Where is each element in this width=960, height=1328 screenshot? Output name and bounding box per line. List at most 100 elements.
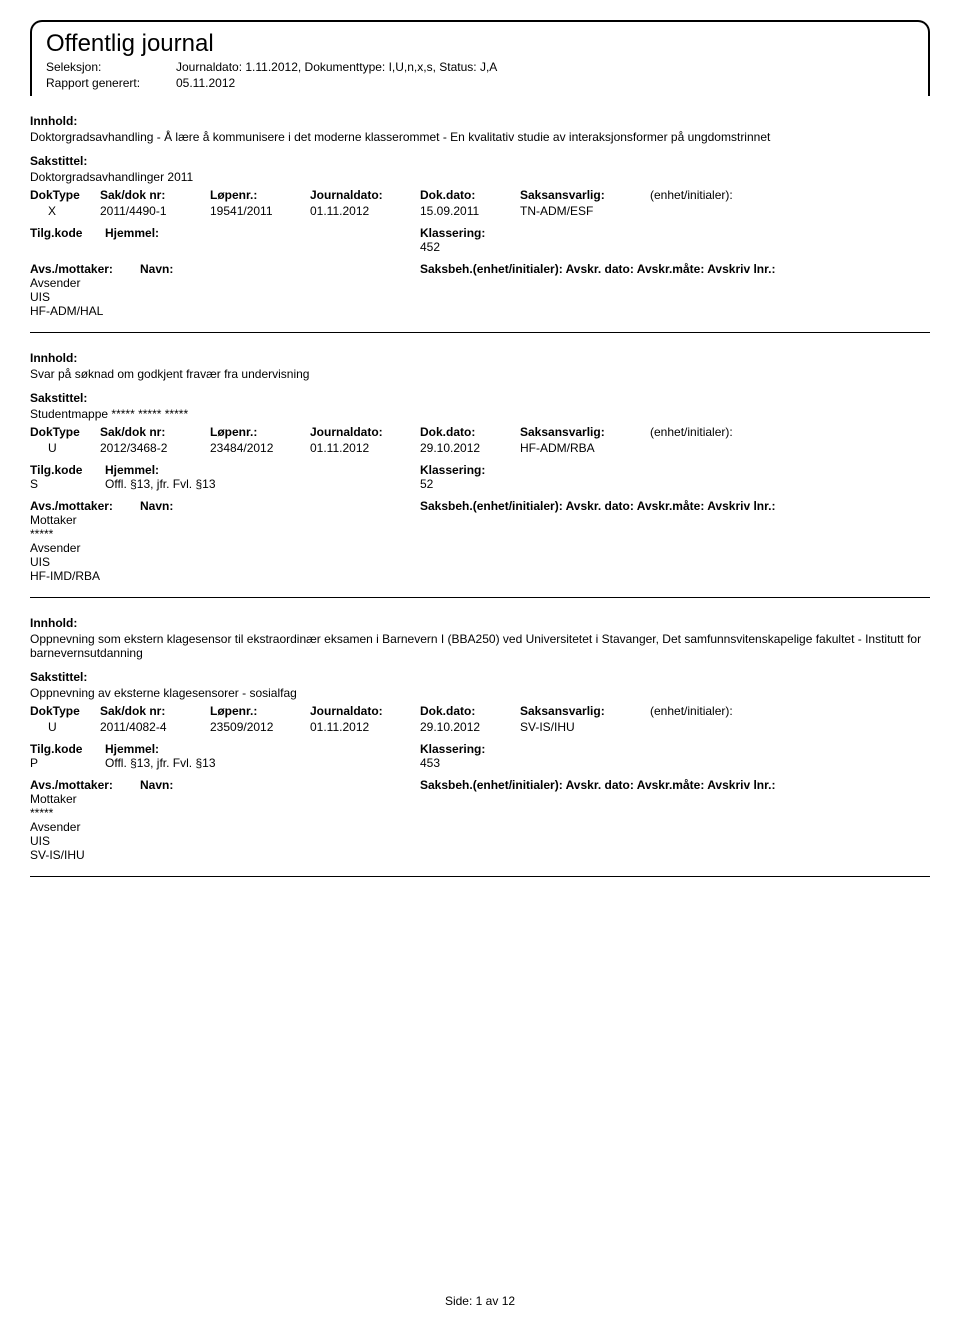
col-doktype-label: DokType [30,188,100,202]
avs-left-header: Avs./mottaker: Navn: [30,778,420,792]
col-journaldato-label: Journaldato: [310,704,420,718]
page-current: 1 [476,1294,483,1308]
dokdato-value: 29.10.2012 [420,720,520,734]
avs-right-header: Saksbeh.(enhet/initialer): Avskr. dato: … [420,499,775,513]
klassering-value: 452 [420,240,485,254]
party-navn: ***** [30,527,310,541]
innhold-value: Doktorgradsavhandling - Å lære å kommuni… [30,130,930,144]
avs-left-header: Avs./mottaker: Navn: [30,262,420,276]
tilgkode-value: P [30,756,105,770]
col-dokdato-label: Dok.dato: [420,704,520,718]
navn-label: Navn: [140,778,173,792]
col-dokdato-label: Dok.dato: [420,425,520,439]
col-saksansvarlig-label: Saksansvarlig: [520,425,650,439]
tilgkode-label: Tilg.kode [30,742,105,756]
col-journaldato-label: Journaldato: [310,188,420,202]
page-total: 12 [502,1294,515,1308]
hjemmel-label: Hjemmel: [105,463,159,477]
sakstittel-value: Studentmappe ***** ***** ***** [30,407,930,421]
sakdok-value: 2011/4082-4 [100,720,210,734]
entry-divider [30,332,930,333]
saksbeh-label: Saksbeh.(enhet/initialer): Avskr. dato: … [420,262,775,276]
sakstittel-value: Doktorgradsavhandlinger 2011 [30,170,930,184]
innhold-label: Innhold: [30,616,930,630]
party-role: Avsender [30,541,930,555]
hjemmel-label: Hjemmel: [105,226,159,240]
footer: Side: 1 av 12 [0,1294,960,1308]
columns-header-row: DokType Sak/dok nr: Løpenr.: Journaldato… [30,704,930,718]
avs-left-header: Avs./mottaker: Navn: [30,499,420,513]
journal-entry: Innhold: Doktorgradsavhandling - Å lære … [30,114,930,326]
innhold-label: Innhold: [30,114,930,128]
klassering-value: 453 [420,756,485,770]
columns-value-row: U 2012/3468-2 23484/2012 01.11.2012 29.1… [30,441,930,455]
innhold-value: Oppnevning som ekstern klagesensor til e… [30,632,930,660]
sakstittel-label: Sakstittel: [30,391,930,405]
enhet-value [650,720,790,734]
party-row: Avsender UIS HF-ADM/HAL [30,276,930,318]
tilg-left: Tilg.kode Hjemmel: S Offl. §13, jfr. Fvl… [30,463,420,491]
innhold-value: Svar på søknad om godkjent fravær fra un… [30,367,930,381]
party-navn: ***** [30,806,310,820]
klassering-label: Klassering: [420,742,485,756]
tilg-left: Tilg.kode Hjemmel: P Offl. §13, jfr. Fvl… [30,742,420,770]
columns-header-row: DokType Sak/dok nr: Løpenr.: Journaldato… [30,425,930,439]
columns-header-row: DokType Sak/dok nr: Løpenr.: Journaldato… [30,188,930,202]
tilg-right: Klassering: 453 [420,742,485,770]
columns-value-row: U 2011/4082-4 23509/2012 01.11.2012 29.1… [30,720,930,734]
columns-value-row: X 2011/4490-1 19541/2011 01.11.2012 15.0… [30,204,930,218]
journaldato-value: 01.11.2012 [310,441,420,455]
seleksjon-label: Seleksjon: [46,60,176,74]
entry-divider [30,597,930,598]
party-navn: UIS [30,555,310,569]
party-navn: UIS [30,290,310,304]
tilg-right: Klassering: 52 [420,463,485,491]
tilg-left: Tilg.kode Hjemmel: [30,226,420,254]
col-lopenr-label: Løpenr.: [210,425,310,439]
party-saksbeh: HF-ADM/HAL [30,304,930,318]
navn-label: Navn: [140,499,173,513]
header-box: Offentlig journal Seleksjon: Journaldato… [30,20,930,96]
entries-container: Innhold: Doktorgradsavhandling - Å lære … [30,114,930,877]
enhet-value [650,441,790,455]
rapport-value: 05.11.2012 [176,76,235,90]
enhet-value [650,204,790,218]
avsmottaker-label: Avs./mottaker: [30,778,140,792]
klassering-label: Klassering: [420,463,485,477]
col-enhet-label: (enhet/initialer): [650,704,790,718]
tilg-row: Tilg.kode Hjemmel: Klassering: 452 [30,226,930,254]
saksbeh-label: Saksbeh.(enhet/initialer): Avskr. dato: … [420,778,775,792]
tilgkode-value: S [30,477,105,491]
avs-right-header: Saksbeh.(enhet/initialer): Avskr. dato: … [420,262,775,276]
meta-seleksjon-row: Seleksjon: Journaldato: 1.11.2012, Dokum… [46,60,914,74]
dokdato-value: 29.10.2012 [420,441,520,455]
avs-row: Avs./mottaker: Navn: Saksbeh.(enhet/init… [30,499,930,583]
party-role: Mottaker [30,792,930,806]
journal-entry: Innhold: Oppnevning som ekstern klagesen… [30,616,930,870]
col-lopenr-label: Løpenr.: [210,704,310,718]
sakstittel-label: Sakstittel: [30,154,930,168]
doktype-value: U [30,720,100,734]
col-lopenr-label: Løpenr.: [210,188,310,202]
col-dokdato-label: Dok.dato: [420,188,520,202]
lopenr-value: 19541/2011 [210,204,310,218]
doktype-value: X [30,204,100,218]
lopenr-value: 23484/2012 [210,441,310,455]
sakdok-value: 2012/3468-2 [100,441,210,455]
doktype-value: U [30,441,100,455]
rapport-label: Rapport generert: [46,76,176,90]
seleksjon-value: Journaldato: 1.11.2012, Dokumenttype: I,… [176,60,497,74]
sakdok-value: 2011/4490-1 [100,204,210,218]
avs-row: Avs./mottaker: Navn: Saksbeh.(enhet/init… [30,262,930,318]
party-row: Avsender UIS HF-IMD/RBA [30,541,930,583]
page-title: Offentlig journal [46,30,914,58]
col-doktype-label: DokType [30,704,100,718]
hjemmel-value: Offl. §13, jfr. Fvl. §13 [105,756,216,770]
side-label: Side: [445,1294,472,1308]
col-doktype-label: DokType [30,425,100,439]
col-enhet-label: (enhet/initialer): [650,188,790,202]
party-row: Mottaker ***** [30,792,930,820]
tilg-row: Tilg.kode Hjemmel: P Offl. §13, jfr. Fvl… [30,742,930,770]
avsmottaker-label: Avs./mottaker: [30,262,140,276]
party-role: Avsender [30,820,930,834]
